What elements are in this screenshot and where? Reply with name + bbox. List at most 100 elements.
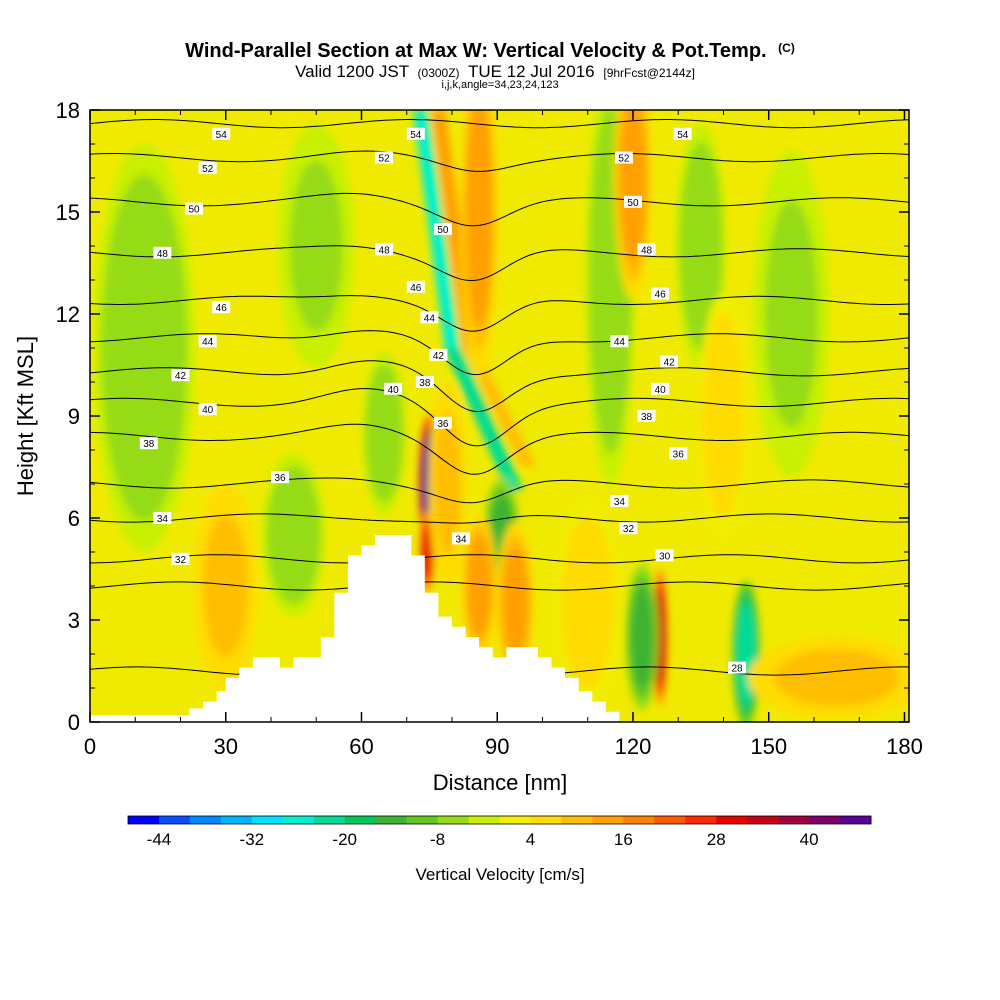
contour-label: 48 bbox=[637, 243, 656, 256]
contour-label: 52 bbox=[614, 151, 633, 165]
velocity-core-3-1 bbox=[630, 585, 654, 689]
x-axis-label: Distance [nm] bbox=[433, 770, 568, 795]
colorbar bbox=[127, 815, 872, 825]
contour-label-text: 48 bbox=[641, 245, 653, 256]
colorbar-tick-label: -32 bbox=[240, 830, 265, 849]
contour-label-text: 48 bbox=[379, 245, 391, 256]
contour-label-text: 44 bbox=[202, 337, 214, 348]
colorbar-tick-label: 40 bbox=[800, 830, 819, 849]
contour-label-text: 30 bbox=[659, 551, 671, 562]
colorbar-tick-label: 16 bbox=[614, 830, 633, 849]
contour-label: 46 bbox=[651, 287, 670, 301]
contour-label-text: 32 bbox=[623, 524, 635, 535]
subtitle-date: TUE 12 Jul 2016 bbox=[468, 62, 595, 81]
contour-label-text: 42 bbox=[433, 351, 445, 362]
contour-label-text: 42 bbox=[664, 358, 676, 369]
colorbar-ticks: -44 -32 -20 -8 4 16 28 40 bbox=[147, 830, 819, 849]
contour-label: 48 bbox=[153, 246, 172, 260]
x-tick-label: 30 bbox=[214, 734, 238, 759]
contour-label-text: 52 bbox=[202, 164, 214, 175]
contour-label: 46 bbox=[212, 301, 231, 314]
colorbar-tick-label: -20 bbox=[332, 830, 357, 849]
colorbar-swatch bbox=[375, 816, 408, 824]
subtitle-forecast: [9hrFcst@2144z] bbox=[603, 66, 695, 80]
velocity-core-21-1 bbox=[705, 330, 742, 502]
theta-line-48 bbox=[90, 245, 909, 282]
theta-line-52 bbox=[90, 150, 909, 172]
velocity-core-6-1 bbox=[466, 534, 492, 638]
subtitle-utc: (0300Z) bbox=[418, 66, 460, 80]
contour-label: 42 bbox=[171, 369, 190, 382]
contour-label: 32 bbox=[619, 522, 638, 535]
y-tick-label: 9 bbox=[68, 404, 80, 429]
contour-label-text: 38 bbox=[143, 439, 155, 450]
contour-label-text: 34 bbox=[614, 497, 626, 508]
contour-label: 38 bbox=[139, 437, 158, 450]
velocity-band-1 bbox=[443, 348, 524, 491]
colorbar-swatch bbox=[437, 816, 470, 824]
contour-label-text: 48 bbox=[157, 249, 169, 260]
colorbar-swatch bbox=[685, 816, 717, 824]
theta-line-54 bbox=[90, 119, 909, 129]
x-tick-label: 0 bbox=[84, 734, 96, 759]
contour-label: 40 bbox=[198, 403, 217, 416]
contour-label: 36 bbox=[271, 471, 290, 484]
x-axis: 0 30 60 90 120 150 180 bbox=[84, 110, 923, 759]
chart-subtitle: Valid 1200 JST (0300Z) TUE 12 Jul 2016 [… bbox=[295, 62, 695, 81]
contour-label: 52 bbox=[198, 161, 217, 175]
theta-line-30 bbox=[90, 581, 909, 591]
contour-label-text: 38 bbox=[419, 378, 431, 389]
contour-label-text: 46 bbox=[216, 303, 228, 314]
contour-label: 36 bbox=[669, 447, 688, 460]
colorbar-swatch bbox=[561, 816, 593, 824]
contour-label-text: 44 bbox=[614, 337, 626, 348]
velocity-core-20-1 bbox=[619, 110, 647, 264]
colorbar-swatch bbox=[158, 816, 191, 824]
theta-line-38 bbox=[90, 423, 909, 475]
colorbar-swatch bbox=[282, 816, 315, 824]
y-tick-label: 18 bbox=[56, 98, 80, 123]
contour-label: 46 bbox=[406, 280, 425, 294]
contour-label-text: 54 bbox=[410, 130, 422, 141]
contour-label-text: 36 bbox=[437, 419, 449, 430]
velocity-core-9-1 bbox=[203, 514, 248, 658]
velocity-core-11-1 bbox=[774, 649, 899, 707]
contour-label: 42 bbox=[660, 355, 679, 369]
contour-label: 38 bbox=[637, 410, 656, 423]
contour-label: 44 bbox=[198, 335, 217, 348]
chart-title-main: Wind-Parallel Section at Max W: Vertical… bbox=[185, 40, 766, 62]
contour-label-text: 42 bbox=[175, 371, 187, 382]
theta-line-34 bbox=[90, 513, 909, 524]
velocity-core-16-1 bbox=[683, 160, 719, 332]
colorbar-tick-label: -44 bbox=[147, 830, 172, 849]
x-tick-label: 90 bbox=[485, 734, 509, 759]
contour-label-text: 28 bbox=[731, 664, 743, 675]
theta-line-46 bbox=[90, 295, 909, 332]
theta-line-32 bbox=[90, 554, 909, 564]
colorbar-swatch bbox=[128, 816, 160, 824]
contour-label-text: 54 bbox=[216, 130, 228, 141]
contour-label-text: 40 bbox=[388, 385, 400, 396]
colorbar-swatch bbox=[623, 816, 655, 824]
colorbar-swatch bbox=[809, 816, 841, 824]
velocity-core-13-1 bbox=[368, 375, 400, 491]
contour-label-text: 40 bbox=[202, 405, 214, 416]
contour-label: 44 bbox=[610, 335, 629, 348]
colorbar-tick-label: 28 bbox=[707, 830, 726, 849]
colorbar-swatch bbox=[716, 816, 748, 824]
y-tick-label: 15 bbox=[56, 200, 80, 225]
contour-label: 54 bbox=[406, 127, 425, 141]
contour-label: 50 bbox=[185, 202, 204, 216]
theta-line-50 bbox=[90, 192, 909, 227]
contour-label-text: 34 bbox=[157, 514, 169, 525]
contour-label: 54 bbox=[673, 127, 692, 141]
contour-label-text: 50 bbox=[189, 205, 201, 216]
colorbar-swatch bbox=[406, 816, 439, 824]
x-tick-label: 120 bbox=[615, 734, 652, 759]
velocity-blobs bbox=[93, 110, 909, 722]
contour-label-text: 40 bbox=[655, 385, 667, 396]
contour-label-text: 34 bbox=[455, 534, 467, 545]
contour-label-text: 52 bbox=[618, 154, 630, 165]
colorbar-swatch bbox=[747, 816, 779, 824]
